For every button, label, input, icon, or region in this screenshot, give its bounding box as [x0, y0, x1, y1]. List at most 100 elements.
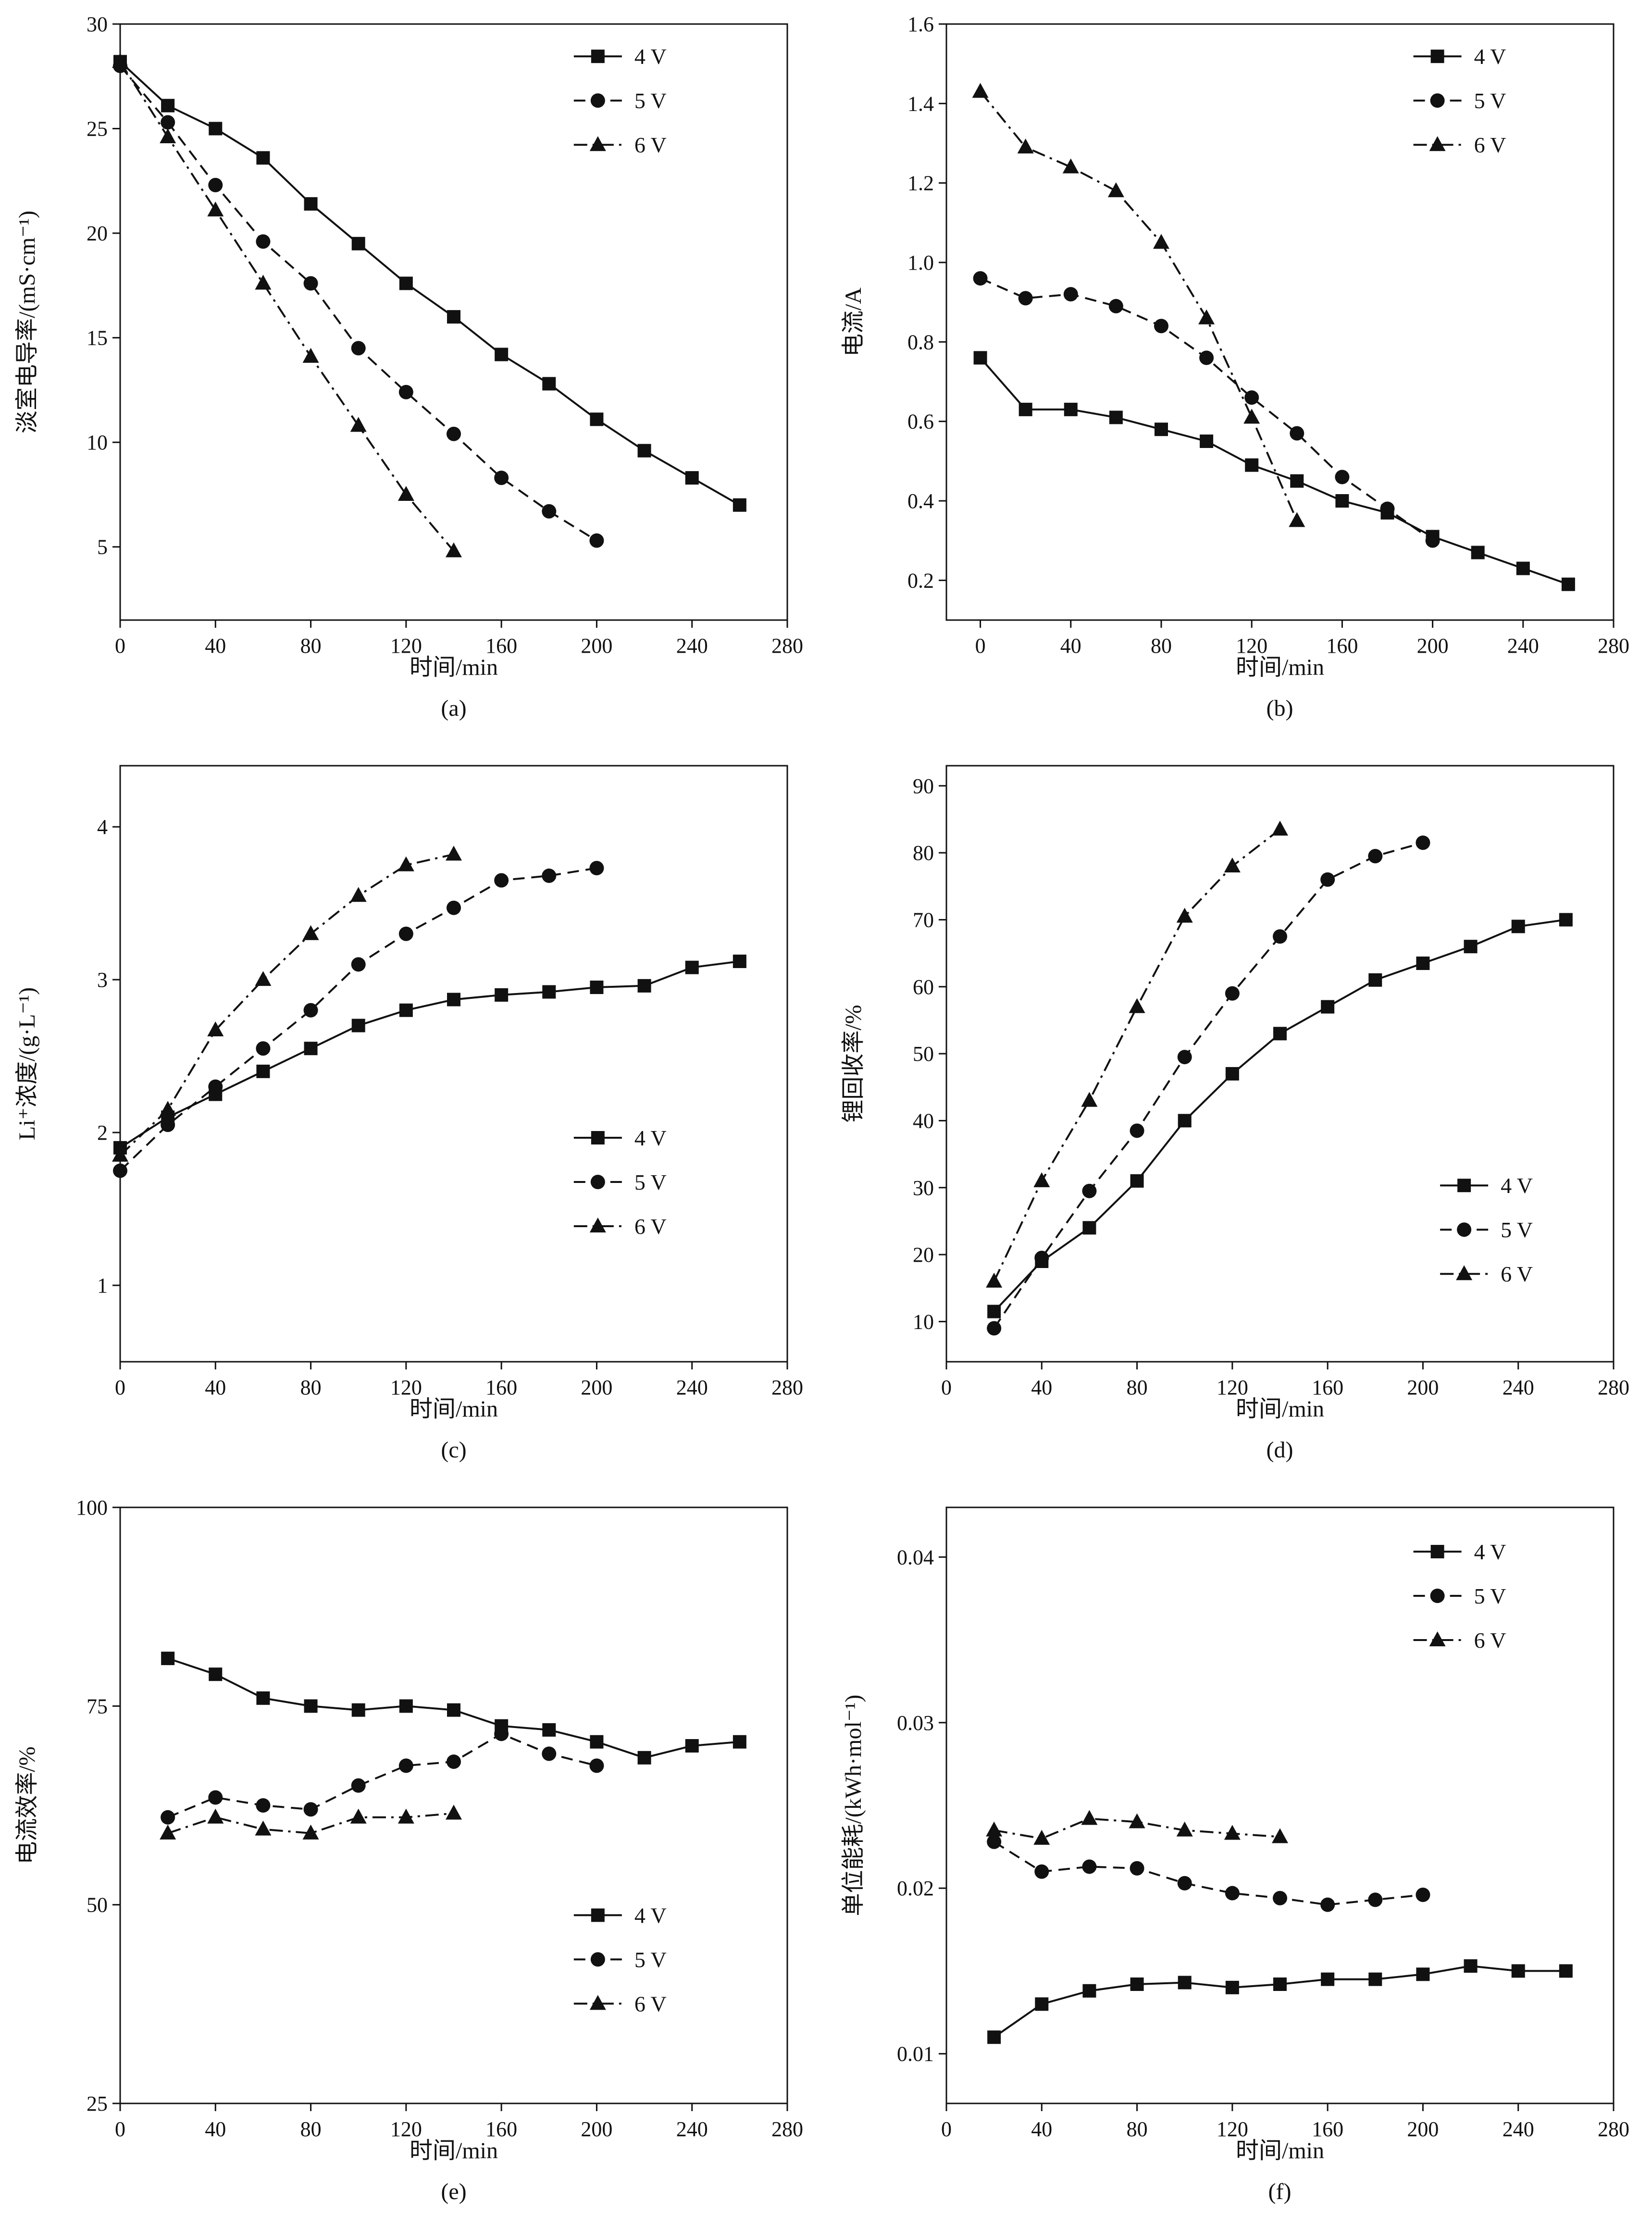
x-tick-label: 160 [1312, 2117, 1343, 2141]
square-marker [1290, 474, 1304, 488]
y-tick-label: 30 [913, 1176, 934, 1200]
square-marker [591, 50, 605, 63]
axes: 0 40 80 120 160 200 240 280 5 10 15 20 25 30 时间/min 淡室电… [14, 12, 803, 680]
y-tick-label: 1.0 [907, 251, 934, 274]
square-marker [1225, 1067, 1239, 1081]
square-marker [1273, 1027, 1287, 1041]
square-marker [1154, 423, 1168, 436]
triangle-marker [1033, 1172, 1050, 1187]
y-axis-label: 淡室电导率/(mS·cm⁻¹) [14, 211, 40, 434]
x-tick-label: 280 [1598, 634, 1629, 658]
chart-a: 0 40 80 120 160 200 240 280 5 10 15 20 25 30 时间/min 淡室电… [14, 12, 803, 680]
x-tick-label: 120 [390, 1376, 422, 1399]
circle-marker [256, 234, 271, 249]
legend: 4 V 5 V 6 V [1413, 44, 1506, 157]
triangle-marker [160, 1101, 176, 1116]
triangle-marker [1107, 182, 1124, 198]
circle-marker [256, 1798, 271, 1813]
x-tick-label: 40 [205, 1376, 226, 1399]
x-tick-label: 240 [676, 2117, 708, 2141]
triangle-marker [1224, 857, 1241, 872]
caption-f: (f) [1268, 2179, 1292, 2204]
square-marker [733, 498, 746, 512]
y-axis-label: 电流/A [841, 287, 866, 357]
triangle-marker [207, 1021, 224, 1037]
square-marker [1561, 577, 1575, 591]
square-marker [1225, 1980, 1239, 1994]
triangle-marker [302, 348, 319, 363]
series-6V [985, 1810, 1288, 1845]
legend-label: 6 V [634, 1214, 667, 1239]
y-tick-label: 0.02 [897, 1877, 934, 1900]
square-marker [542, 1723, 556, 1737]
circle-marker [973, 271, 988, 286]
legend: 4 V 5 V 6 V [573, 1903, 667, 2016]
series-line [993, 828, 1280, 1282]
x-tick-label: 160 [1312, 1376, 1343, 1399]
square-marker [590, 1735, 604, 1749]
axes: 0 40 80 120 160 200 240 280 10 20 30 40 50 60 70 80 90 时间… [841, 765, 1629, 1422]
x-tick-label: 0 [975, 634, 985, 658]
square-marker [351, 1703, 365, 1717]
square-marker [304, 1699, 318, 1713]
square-marker [973, 351, 987, 365]
circle-marker [398, 1758, 413, 1773]
y-axis-label: Li⁺浓度/(g·L⁻¹) [14, 987, 40, 1140]
y-tick-label: 3 [97, 968, 108, 992]
triangle-marker [1176, 1821, 1193, 1837]
triangle-marker [1129, 998, 1145, 1013]
plot-box [119, 1506, 788, 2104]
plot-box [119, 765, 788, 1363]
triangle-marker [397, 856, 414, 871]
legend-label: 6 V [1474, 133, 1506, 157]
square-marker [637, 444, 651, 458]
triangle-marker [1153, 234, 1169, 249]
circle-marker [398, 385, 413, 399]
square-marker [1178, 1976, 1192, 1990]
circle-marker [589, 1758, 604, 1773]
series-5V [986, 1834, 1430, 1912]
square-marker [495, 348, 509, 361]
x-tick-label: 120 [1236, 634, 1267, 658]
circle-marker [1130, 1123, 1144, 1138]
legend-label: 4 V [634, 1903, 667, 1928]
square-marker [1320, 1000, 1334, 1014]
triangle-marker [350, 887, 367, 902]
square-marker [447, 1703, 460, 1717]
circle-marker [1415, 1888, 1430, 1902]
circle-marker [161, 1118, 175, 1132]
circle-marker [1425, 533, 1440, 548]
square-marker [1457, 1179, 1471, 1193]
square-marker [987, 2030, 1001, 2044]
panel-d: 0 40 80 120 160 200 240 280 10 20 30 40 50 60 70 80 90 时间… [826, 742, 1652, 1483]
y-axis-label: 锂回收率/% [841, 1005, 866, 1122]
x-tick-label: 80 [1126, 2117, 1147, 2141]
panel-e: 0 40 80 120 160 200 240 280 25 50 75 100 时间/min 电流效率/… [0, 1483, 826, 2225]
triangle-marker [1062, 158, 1079, 174]
y-tick-label: 90 [913, 774, 934, 798]
legend-label: 4 V [1474, 44, 1506, 69]
series-4V [987, 1959, 1573, 2044]
chart-b: 0 40 80 120 160 200 240 280 0.2 0.4 0.6 0.8 1.0 1.2 1.… [841, 12, 1629, 680]
series-5V [113, 59, 604, 548]
square-marker [1430, 50, 1444, 63]
legend-label: 6 V [634, 1991, 667, 2016]
series-4V [973, 351, 1575, 591]
circle-marker [1199, 350, 1214, 365]
triangle-marker [589, 1995, 606, 2010]
x-tick-label: 120 [390, 2117, 422, 2141]
square-marker [637, 979, 651, 993]
square-marker [399, 1699, 413, 1713]
circle-marker [447, 426, 461, 441]
chart-f: 0 40 80 120 160 200 240 280 0.01 0.02 0.03 0.04 时间/m… [841, 1506, 1629, 2164]
series-line [119, 853, 454, 1157]
legend-label: 5 V [1501, 1218, 1533, 1242]
triangle-marker [446, 542, 462, 558]
y-tick-label: 15 [87, 326, 108, 350]
square-marker [590, 412, 604, 426]
circle-marker [589, 861, 604, 876]
square-marker [685, 471, 699, 485]
x-axis-label: 时间/min [1235, 655, 1324, 680]
circle-marker [1177, 1876, 1192, 1890]
series-line [979, 91, 1298, 522]
